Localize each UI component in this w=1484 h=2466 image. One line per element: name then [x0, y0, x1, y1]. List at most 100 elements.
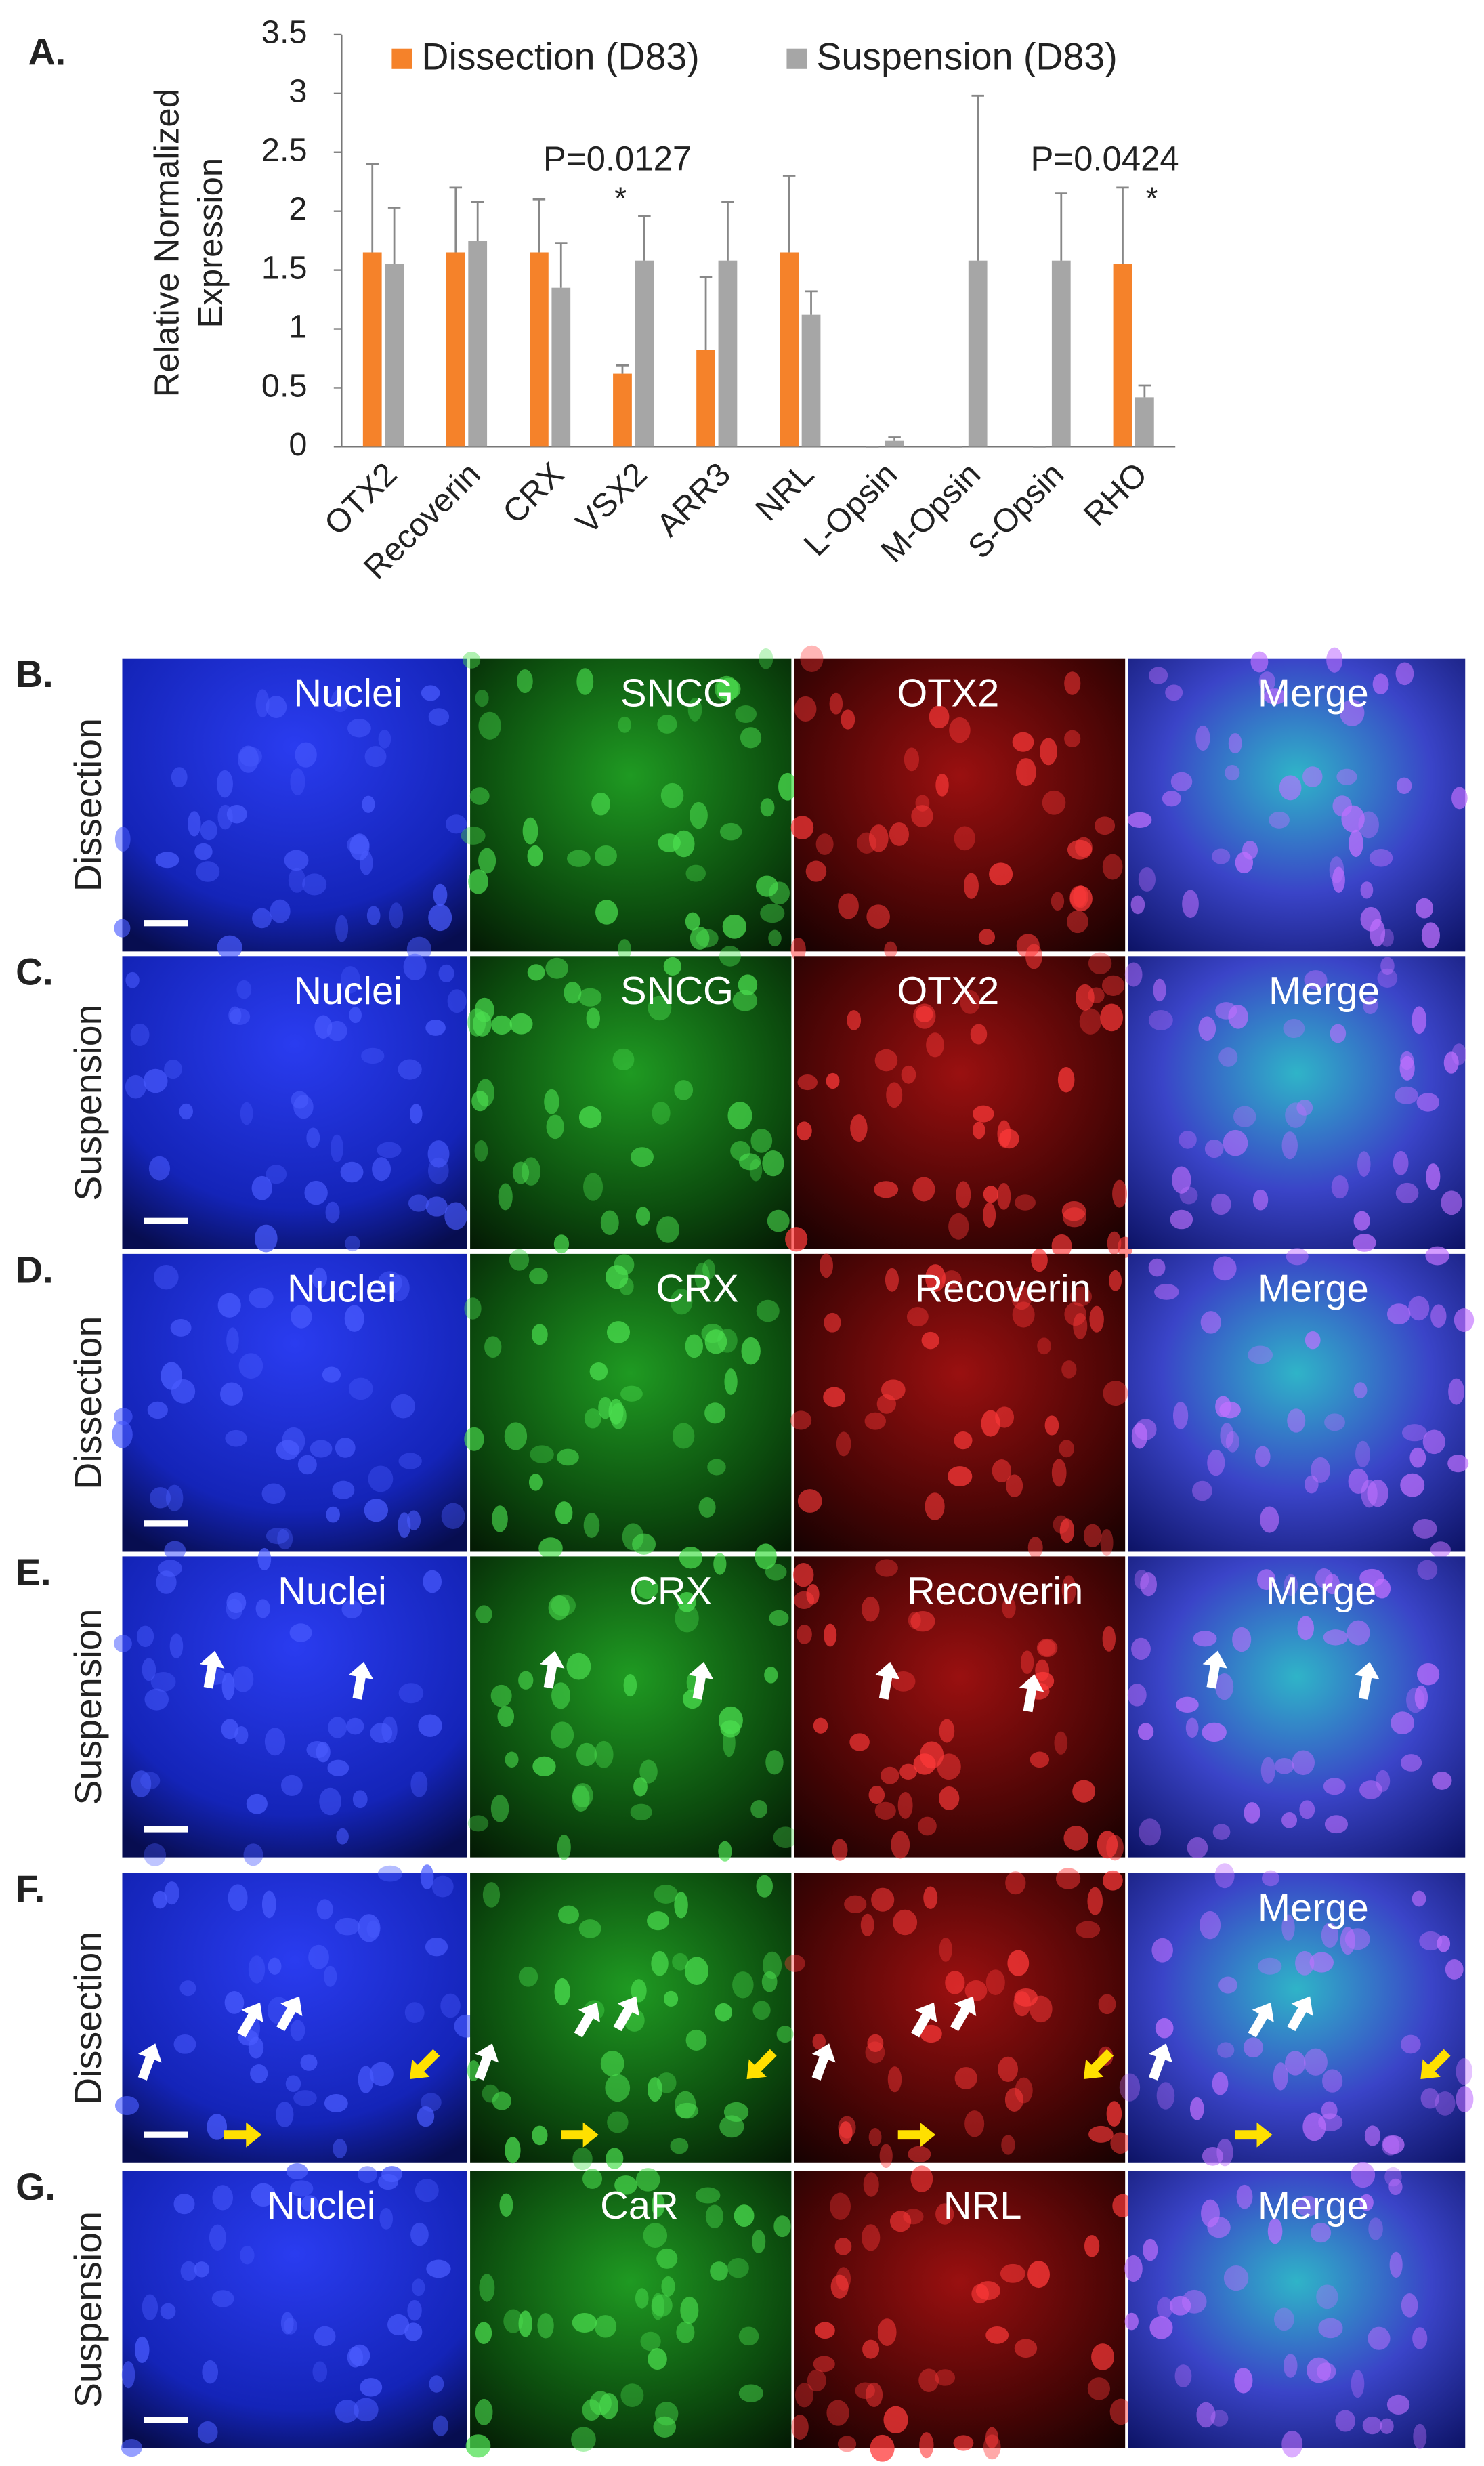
cell: [255, 689, 270, 717]
cell: [1386, 2394, 1410, 2415]
cell: [498, 1183, 513, 1211]
cell: [1242, 841, 1258, 860]
cell: [690, 801, 708, 829]
cell: [131, 1770, 152, 1797]
cell: [1172, 1166, 1191, 1194]
row-label: Suspension: [67, 1608, 109, 1805]
cell: [1064, 671, 1081, 695]
cell: [847, 1010, 862, 1030]
cell: [173, 2034, 196, 2054]
cell: [695, 2187, 721, 2204]
cell: [870, 2434, 895, 2462]
channel-title: Nuclei: [278, 1570, 387, 1613]
cell: [368, 1465, 394, 1492]
image-row: [114, 1543, 1466, 1866]
cell: [194, 2261, 209, 2278]
cell: [1382, 2135, 1405, 2154]
cell: [1417, 1560, 1438, 1580]
cell: [925, 1492, 945, 1520]
cell: [658, 833, 681, 852]
cell: [1014, 2339, 1038, 2358]
arrow: [688, 1661, 714, 1700]
cell: [1321, 2101, 1338, 2120]
cell: [333, 2139, 347, 2158]
cell: [1364, 2125, 1381, 2146]
cell: [403, 953, 427, 980]
cell: [1204, 1140, 1224, 1158]
arrow: [613, 1996, 639, 2032]
cell: [1036, 1638, 1058, 1658]
cell: [660, 782, 684, 808]
cell: [125, 971, 140, 988]
cell: [773, 1826, 798, 1849]
cell: [240, 2246, 255, 2265]
cell: [1391, 1711, 1415, 1735]
cell: [142, 2294, 158, 2320]
cell: [1217, 2042, 1235, 2058]
cell: [1233, 1106, 1256, 1127]
cell: [1256, 1569, 1276, 1591]
cell: [1414, 1685, 1428, 1710]
cell: [444, 1202, 467, 1230]
cell: [661, 2276, 675, 2297]
cell: [687, 698, 702, 722]
cell: [377, 1271, 402, 1295]
cell: [674, 1892, 688, 1919]
cell: [764, 1667, 778, 1684]
cell: [921, 1331, 939, 1350]
cell: [690, 926, 710, 950]
cell: [1200, 1910, 1221, 1940]
cell: [983, 1203, 996, 1228]
cell: [461, 827, 486, 845]
cell: [1148, 1009, 1173, 1030]
cell: [408, 1194, 429, 1212]
cell: [478, 711, 501, 740]
cell: [1087, 1887, 1103, 1915]
cell: [468, 869, 488, 894]
bar: [801, 314, 821, 447]
cell: [1223, 2265, 1249, 2291]
cell: [433, 883, 448, 906]
cell: [805, 860, 827, 882]
cell: [1395, 1086, 1418, 1104]
cell: [1176, 1696, 1199, 1713]
bar: [446, 252, 465, 447]
x-tick-label: CRX: [496, 456, 571, 531]
cell: [266, 1165, 287, 1184]
image-row: [114, 645, 1468, 962]
cell: [1422, 1429, 1445, 1455]
cell: [1002, 1597, 1016, 1619]
cell: [1112, 1179, 1128, 1208]
cell: [284, 850, 309, 871]
bar: [780, 252, 799, 447]
cell: [719, 946, 741, 967]
cell: [724, 1368, 738, 1395]
cell: [998, 2056, 1018, 2082]
cell: [252, 908, 272, 929]
cell: [1106, 2101, 1122, 2127]
cell: [1351, 2162, 1376, 2188]
cell: [349, 1007, 362, 1024]
cell: [680, 2296, 699, 2324]
cell: [1296, 1099, 1313, 1116]
cell: [1297, 1616, 1315, 1641]
cell: [583, 1512, 600, 1538]
cell: [389, 902, 404, 929]
micrograph: [470, 1253, 792, 1552]
cell: [1006, 1474, 1023, 1497]
cell: [935, 773, 949, 797]
cell: [939, 1937, 952, 1962]
cell: [1202, 2147, 1224, 2166]
y-tick-label: 3.5: [261, 14, 308, 51]
micrograph: [794, 1253, 1126, 1552]
cell: [148, 1156, 171, 1181]
cell: [605, 2074, 631, 2102]
cell: [857, 832, 877, 854]
arrow: [875, 1661, 900, 1700]
cell: [1088, 2125, 1114, 2143]
cell: [340, 966, 360, 994]
cell: [114, 827, 131, 852]
cell: [144, 1688, 169, 1711]
cell: [769, 881, 790, 905]
cell: [740, 727, 762, 749]
